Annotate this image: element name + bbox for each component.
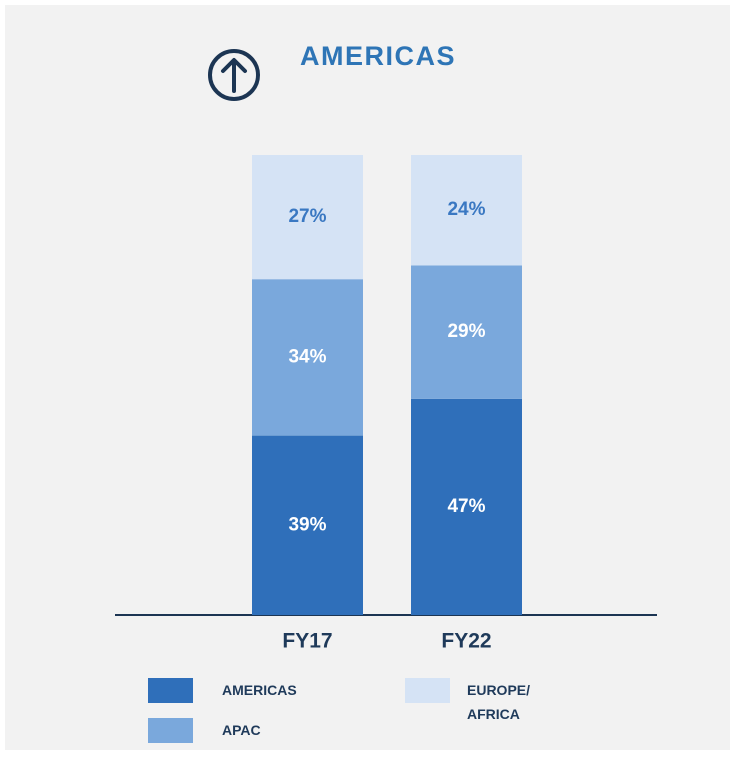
legend-item: APAC <box>148 718 312 743</box>
value-label: 24% <box>447 199 485 220</box>
legend-swatch <box>148 678 193 703</box>
legend-item: EUROPE/ AFRICA <box>405 678 557 726</box>
bar-segment <box>411 155 522 266</box>
bar-segment <box>252 155 363 280</box>
bar-segment <box>411 398 522 615</box>
legend-swatch <box>148 718 193 743</box>
panel <box>5 5 730 750</box>
legend-swatch <box>405 678 450 703</box>
value-label: 47% <box>447 496 485 517</box>
value-label: 27% <box>288 206 326 227</box>
x-tick-label: FY22 <box>441 630 491 653</box>
value-label: 39% <box>288 514 326 535</box>
icon-circle <box>208 49 260 101</box>
value-label: 29% <box>447 321 485 342</box>
icon-arrow <box>221 58 247 93</box>
chart-title: AMERICAS <box>300 41 456 71</box>
legend-label: AMERICAS <box>222 682 297 698</box>
legend-item: AMERICAS <box>148 678 312 703</box>
legend-label: EUROPE/ AFRICA <box>467 682 531 722</box>
value-label: 34% <box>288 346 326 367</box>
bar-segment <box>252 435 363 615</box>
bar-segment <box>411 265 522 399</box>
bar-segment <box>252 279 363 436</box>
legend-label: APAC <box>222 722 261 738</box>
x-tick-label: FY17 <box>282 630 332 653</box>
